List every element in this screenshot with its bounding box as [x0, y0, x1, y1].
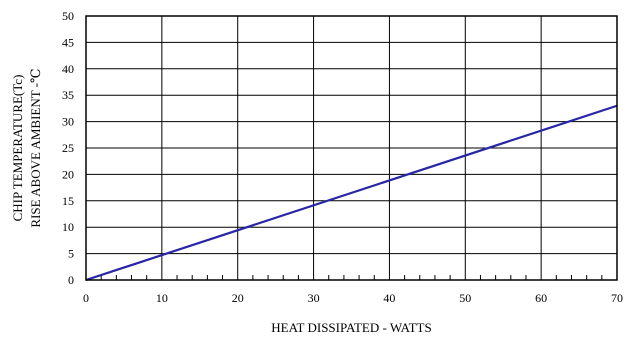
- x-tick-label: 40: [383, 291, 395, 305]
- plot-frame: [85, 15, 618, 281]
- grid: [86, 16, 617, 280]
- y-axis-title: CHIP TEMPERATURE(Tc) RISE ABOVE AMBIENT …: [10, 68, 43, 227]
- y-tick-label: 10: [62, 220, 74, 234]
- tick-labels: 0 10 20 30 40 50 60 70 0 5 10 15 20 25 30 35 40 45 50: [62, 9, 623, 305]
- y-tick-label: 5: [68, 247, 74, 261]
- series-line-1: [85, 104, 618, 282]
- x-tick-label: 50: [459, 291, 471, 305]
- minor-ticks: [100, 275, 603, 280]
- x-tick-label: 0: [83, 291, 89, 305]
- x-tick-label: 70: [611, 291, 623, 305]
- x-tick-label: 60: [535, 291, 547, 305]
- y-tick-label: 50: [62, 9, 74, 23]
- y-axis-title-line-2: RISE ABOVE AMBIENT -℃: [28, 68, 43, 227]
- y-tick-label: 40: [62, 62, 74, 76]
- series-layer: [85, 104, 618, 282]
- y-tick-label: 15: [62, 194, 74, 208]
- y-tick-label: 35: [62, 88, 74, 102]
- x-tick-label: 20: [232, 291, 244, 305]
- x-axis-title: HEAT DISSIPATED - WATTS: [271, 320, 431, 335]
- x-tick-label: 30: [308, 291, 320, 305]
- y-axis-title-line-1: CHIP TEMPERATURE(Tc): [10, 75, 25, 222]
- y-tick-label: 30: [62, 115, 74, 129]
- y-tick-label: 20: [62, 167, 74, 181]
- y-tick-label: 45: [62, 35, 74, 49]
- y-tick-label: 0: [68, 273, 74, 287]
- y-tick-label: 25: [62, 141, 74, 155]
- x-tick-label: 10: [156, 291, 168, 305]
